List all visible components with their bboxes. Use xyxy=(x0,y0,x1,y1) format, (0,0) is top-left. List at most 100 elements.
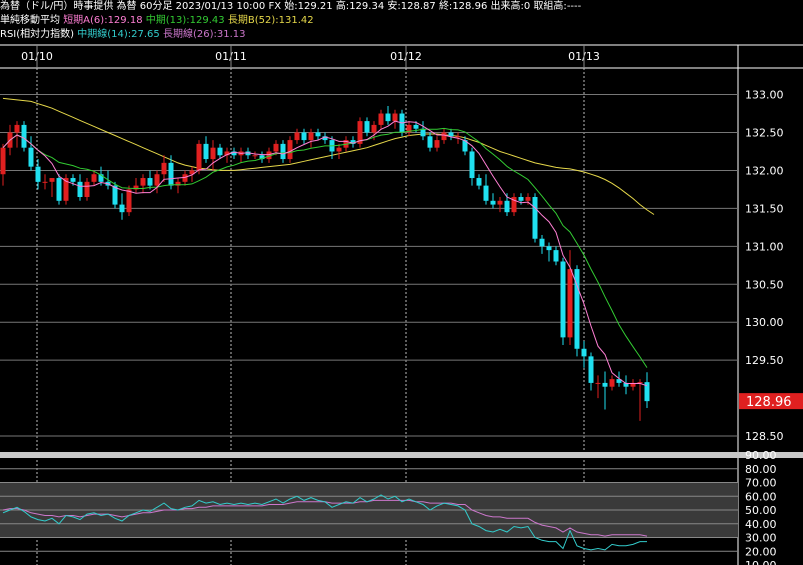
candle-up xyxy=(336,147,342,152)
rsi-tick-label: 80.00 xyxy=(745,463,777,476)
price-tick-label: 132.00 xyxy=(745,164,784,177)
candle-down xyxy=(364,121,370,133)
candle-up xyxy=(434,140,440,148)
price-tick-label: 129.50 xyxy=(745,354,784,367)
candle-up xyxy=(133,185,139,190)
candle-up xyxy=(140,178,146,186)
candle-down xyxy=(119,204,125,213)
ma-short-legend: 短期A(6):129.18 xyxy=(63,15,142,26)
candle-up xyxy=(511,197,517,213)
ma-mid-legend: 中期(13):129.43 xyxy=(146,15,225,26)
chart-title: 為替（ドル/円）時事提供 為替 60分足 xyxy=(0,1,173,12)
candle-up xyxy=(189,170,195,175)
candle-up xyxy=(42,181,48,183)
low-value: 128.87 xyxy=(400,1,436,12)
ma-short-label: 短期A(6): xyxy=(63,15,108,26)
candle-down xyxy=(231,151,237,156)
candle-down xyxy=(623,382,629,387)
candle-down xyxy=(413,124,419,129)
candle-up xyxy=(357,121,363,144)
open-value: 129.21 xyxy=(297,1,333,12)
candle-down xyxy=(70,178,76,182)
turnover-label: 取組高: xyxy=(533,1,567,12)
candle-up xyxy=(266,151,272,160)
rsi-legend-title: RSI(相対力指数) xyxy=(0,29,75,40)
candle-down xyxy=(581,348,587,357)
candle-down xyxy=(112,185,118,205)
candle-up xyxy=(252,155,258,157)
ma-long-line xyxy=(2,97,655,215)
price-tick-label: 128.50 xyxy=(745,430,784,443)
candle-up xyxy=(14,124,20,133)
panel-separator xyxy=(0,452,803,458)
ma-legend: 単純移動平均 短期A(6):129.18 中期(13):129.43 長期B(5… xyxy=(0,14,314,28)
price-tick-label: 131.00 xyxy=(745,240,784,253)
candle-down xyxy=(532,197,538,239)
rsi-long-label: 長期線(26): xyxy=(162,29,217,40)
close-label: 終: xyxy=(438,1,453,12)
ma-long-legend: 長期B(52):131.42 xyxy=(228,15,314,26)
rsi-mid-legend: 中期線(14):27.65 xyxy=(77,29,160,40)
candle-up xyxy=(595,382,601,384)
candle-down xyxy=(469,151,475,179)
candle-up xyxy=(126,189,132,213)
ma-short-value: 129.18 xyxy=(107,15,143,26)
candle-down xyxy=(301,132,307,141)
candle-up xyxy=(91,174,97,182)
candle-down xyxy=(644,382,650,402)
candle-up xyxy=(630,382,636,387)
candle-down xyxy=(553,250,559,262)
candle-down xyxy=(504,200,510,213)
candle-down xyxy=(28,147,34,167)
candle-down xyxy=(476,178,482,186)
ma-mid-line xyxy=(2,127,648,368)
candle-up xyxy=(371,124,377,133)
candle-down xyxy=(518,197,524,201)
candle-up xyxy=(84,181,90,197)
price-tick-label: 131.50 xyxy=(745,202,784,215)
rsi-tick-label: 60.00 xyxy=(745,490,777,503)
close-value: 128.96 xyxy=(452,1,488,12)
candle-down xyxy=(147,178,153,186)
candle-down xyxy=(448,132,454,137)
candle-down xyxy=(462,140,468,152)
candle-down xyxy=(588,356,594,383)
candle-up xyxy=(567,269,573,338)
candle-down xyxy=(98,174,104,182)
candle-up xyxy=(406,124,412,133)
candle-up xyxy=(182,174,188,182)
candle-down xyxy=(35,166,41,182)
candle-down xyxy=(385,113,391,122)
candle-up xyxy=(63,178,69,201)
candle-down xyxy=(616,379,622,383)
candle-down xyxy=(217,147,223,156)
rsi-tick-label: 20.00 xyxy=(745,545,777,558)
candle-down xyxy=(315,132,321,137)
rsi-legend: RSI(相対力指数) 中期線(14):27.65 長期線(26):31.13 xyxy=(0,28,246,42)
candle-up xyxy=(287,140,293,160)
ma-long-label: 長期B(52): xyxy=(227,15,279,26)
ma-mid-value: 129.43 xyxy=(189,15,225,26)
candle-down xyxy=(259,155,265,160)
candle-down xyxy=(546,246,552,251)
candle-up xyxy=(49,178,55,182)
price-tick-label: 130.00 xyxy=(745,316,784,329)
candle-up xyxy=(294,132,300,141)
candle-up xyxy=(378,113,384,125)
candle-down xyxy=(574,269,580,349)
rsi-tick-label: 30.00 xyxy=(745,532,777,545)
candle-up xyxy=(210,147,216,160)
candle-down xyxy=(21,124,27,148)
candle-up xyxy=(455,136,461,138)
rsi-tick-label: 90.00 xyxy=(745,449,777,462)
rsi-long-value: 31.13 xyxy=(216,29,246,40)
candle-up xyxy=(196,143,202,171)
candle-up xyxy=(273,143,279,152)
open-label: 始: xyxy=(284,1,298,12)
candle-down xyxy=(560,261,566,338)
price-tick-label: 130.50 xyxy=(745,278,784,291)
high-label: 高: xyxy=(335,1,350,12)
chart-datetime: 2023/01/13 10:00 FX xyxy=(175,1,282,12)
high-value: 129.34 xyxy=(349,1,385,12)
